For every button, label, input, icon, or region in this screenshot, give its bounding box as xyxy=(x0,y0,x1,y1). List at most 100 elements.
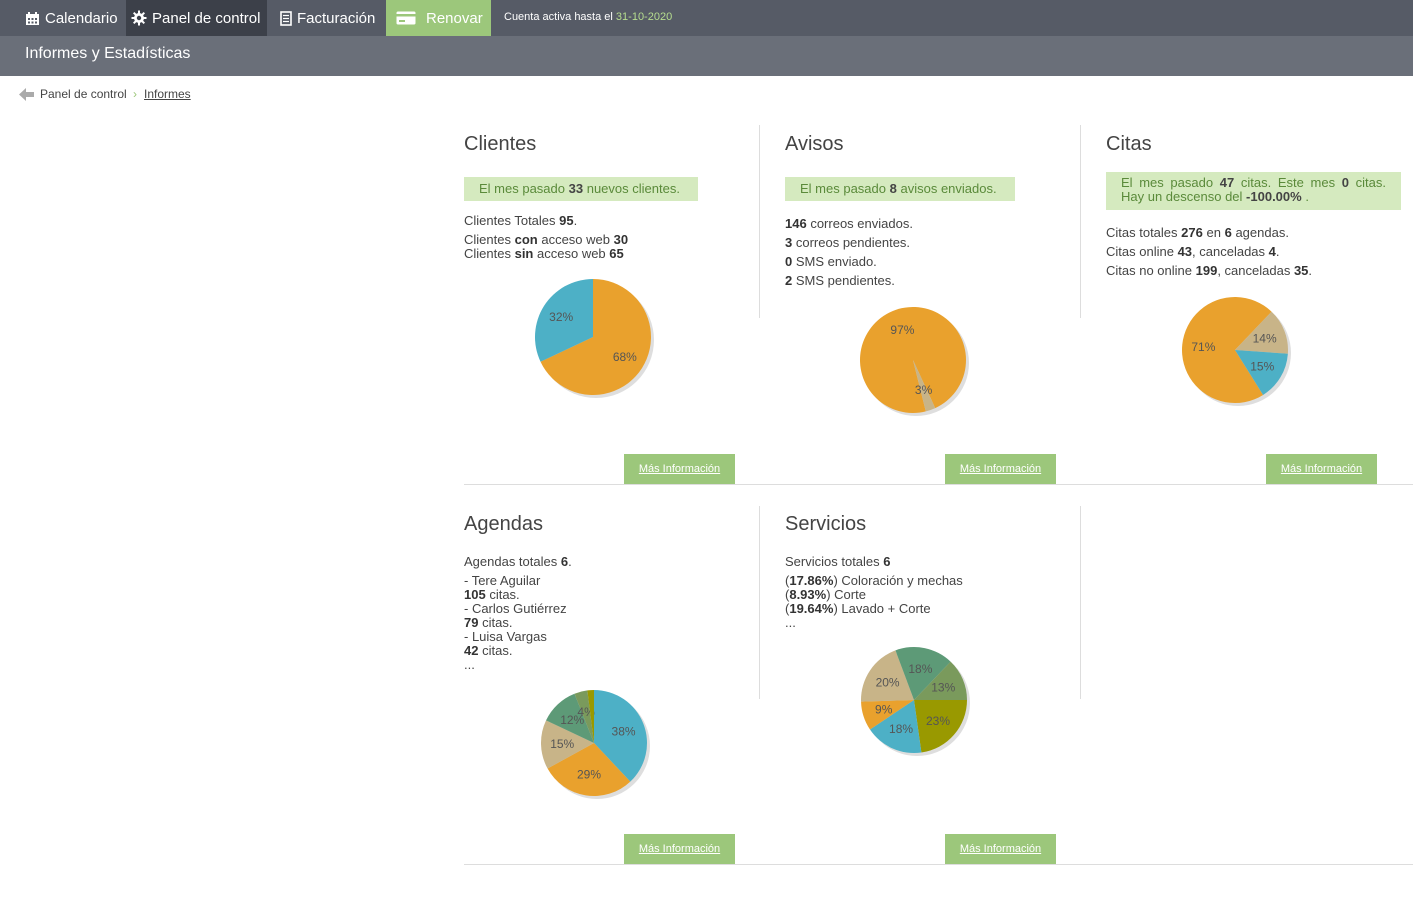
pie-slice xyxy=(914,661,967,700)
receipt-icon xyxy=(280,10,292,26)
agendas-ellipsis: ... xyxy=(464,657,475,672)
agendas-more-info-button[interactable]: Más Información xyxy=(624,834,735,864)
stat-value: 146 xyxy=(785,216,807,231)
stat-label: correos pendientes. xyxy=(795,235,911,250)
agenda-count: 79 citas. xyxy=(464,616,572,630)
stat-value: 65 xyxy=(609,246,624,261)
clientes-pie-chart: 68% 32% xyxy=(535,279,654,398)
highlight-text: El mes pasado xyxy=(479,181,565,196)
pie-slice-label: 15% xyxy=(550,737,574,751)
citas-line: Citas totales 276 en 6 agendas. xyxy=(1106,223,1312,242)
citas-highlight: El mes pasado 47 citas. Este mes 0 citas… xyxy=(1106,172,1401,210)
breadcrumb-current[interactable]: Informes xyxy=(144,87,191,101)
pie-slice-label: 3% xyxy=(915,383,933,397)
servicios-stats: Servicios totales 6 (17.86%) Coloración … xyxy=(785,555,963,630)
agendas-stats: Agendas totales 6. - Tere Aguilar 105 ci… xyxy=(464,555,572,672)
stat-value: 43 xyxy=(1177,244,1193,259)
agendas-panel: Agendas Agendas totales 6. - Tere Aguila… xyxy=(464,513,744,683)
stat-label: correos enviados. xyxy=(810,216,913,231)
stat-value: 30 xyxy=(613,232,629,247)
nav-renew-button[interactable]: Renovar xyxy=(386,0,491,36)
highlight-number: 8 xyxy=(889,181,897,196)
stat-label: Citas no online xyxy=(1106,263,1192,278)
avisos-line: 146 correos enviados. xyxy=(785,214,913,233)
page-header: Informes y Estadísticas xyxy=(0,36,1413,76)
stat-label: agendas. xyxy=(1235,225,1289,240)
divider xyxy=(759,125,760,318)
stat-value: 6 xyxy=(560,554,569,569)
pie-slice xyxy=(587,690,594,743)
pie-slice-label: 38% xyxy=(612,724,636,738)
nav-control-panel[interactable]: Panel de control xyxy=(126,0,267,36)
account-expiry-date: 31-10-2020 xyxy=(615,11,673,23)
clientes-panel: Clientes El mes pasado 33 nuevos cliente… xyxy=(464,133,744,473)
highlight-text: citas. xyxy=(1355,175,1386,190)
stat-label: Servicios totales xyxy=(785,554,880,569)
stat-value: 199 xyxy=(1195,263,1218,278)
clientes-total-line: Clientes Totales 95. xyxy=(464,214,628,228)
clientes-more-info-button[interactable]: Más Información xyxy=(624,454,735,484)
pie-slice xyxy=(546,693,594,743)
servicios-pie-chart: 23% 18% 9% 20% 18% 13% xyxy=(861,647,970,756)
highlight-text: Hay un descenso del xyxy=(1121,189,1243,204)
servicio-line: (8.93%) Corte xyxy=(785,587,866,602)
row-divider xyxy=(464,864,1413,865)
pie-slice-label: 68% xyxy=(613,350,637,364)
nav-renew-label: Renovar xyxy=(426,9,483,27)
agendas-title: Agendas xyxy=(464,513,543,535)
avisos-pie-chart: 97% 3% xyxy=(859,307,969,416)
pie-slice xyxy=(861,650,914,702)
highlight-text: nuevos clientes. xyxy=(586,181,680,196)
avisos-line: 3 correos pendientes. xyxy=(785,233,913,252)
servicios-more-info-button[interactable]: Más Información xyxy=(945,834,1056,864)
stat-value: 2 xyxy=(785,273,793,288)
divider xyxy=(1080,506,1081,699)
stat-value: 6 xyxy=(883,554,891,569)
servicios-panel: Servicios Servicios totales 6 (17.86%) C… xyxy=(785,513,1065,683)
servicio-line: (17.86%) Coloración y mechas xyxy=(785,573,963,588)
nav-billing-label: Facturación xyxy=(297,9,376,27)
stat-keyword: sin xyxy=(514,246,534,261)
citas-line: Citas online 43, canceladas 4. xyxy=(1106,242,1312,261)
avisos-panel: Avisos El mes pasado 8 avisos enviados. … xyxy=(785,133,1065,473)
servicios-title: Servicios xyxy=(785,513,867,535)
clientes-highlight: El mes pasado 33 nuevos clientes. xyxy=(464,177,698,201)
avisos-line: 2 SMS pendientes. xyxy=(785,271,913,290)
stat-suffix: . xyxy=(568,554,572,569)
clientes-sin-line: Clientes sin acceso web 65 xyxy=(464,247,628,261)
stat-value: 0 xyxy=(785,254,793,269)
pie-slice xyxy=(535,279,593,362)
stat-label: Citas online xyxy=(1106,244,1174,259)
pie-slice xyxy=(547,743,631,796)
pie-slice xyxy=(1235,350,1288,395)
highlight-text: . xyxy=(1305,189,1309,204)
pie-slice-label: 23% xyxy=(926,714,950,728)
agenda-name: - Tere Aguilar xyxy=(464,573,541,588)
citas-more-info-button[interactable]: Más Información xyxy=(1266,454,1377,484)
breadcrumb-parent[interactable]: Panel de control xyxy=(40,87,127,101)
stat-label: Clientes xyxy=(464,246,511,261)
avisos-more-info-button[interactable]: Más Información xyxy=(945,454,1056,484)
nav-calendar[interactable]: Calendario xyxy=(25,0,125,36)
stat-label: . xyxy=(1275,244,1280,259)
gear-icon xyxy=(131,10,147,26)
clientes-con-line: Clientes con acceso web 30 xyxy=(464,233,628,247)
agenda-name: - Carlos Gutiérrez xyxy=(464,601,567,616)
pie-slice-label: 29% xyxy=(577,767,601,781)
pie-slice xyxy=(913,360,936,412)
servicio-line: (19.64%) Lavado + Corte xyxy=(785,601,931,616)
stat-label: Coloración y mechas xyxy=(841,573,963,588)
back-arrow-icon[interactable] xyxy=(19,88,35,106)
stat-label: . xyxy=(1308,263,1313,278)
clientes-title: Clientes xyxy=(464,133,537,155)
stat-label: Agendas totales xyxy=(464,554,558,569)
row-divider xyxy=(464,484,1413,485)
citas-title: Citas xyxy=(1106,133,1152,155)
avisos-stats: 146 correos enviados. 3 correos pendient… xyxy=(785,214,913,290)
stat-value: 105 xyxy=(464,587,486,602)
nav-billing[interactable]: Facturación xyxy=(280,0,380,36)
highlight-number: 0 xyxy=(1341,175,1349,190)
stat-value: 19.64% xyxy=(789,601,834,616)
stat-label: Lavado + Corte xyxy=(841,601,931,616)
stat-label: Clientes Totales xyxy=(464,213,556,228)
